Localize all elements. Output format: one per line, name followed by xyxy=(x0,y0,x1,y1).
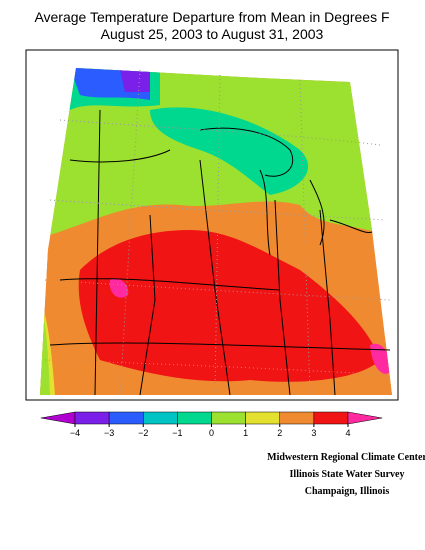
boundaries xyxy=(49,109,391,396)
legend-high-arrow xyxy=(347,411,383,425)
legend-tick-label: −1 xyxy=(172,428,182,438)
legend-bin xyxy=(143,411,178,425)
legend-tick-label: −4 xyxy=(70,428,80,438)
legend-bin xyxy=(245,411,280,425)
legend-bin xyxy=(279,411,315,425)
graticule xyxy=(44,69,393,396)
legend-bin xyxy=(74,411,110,425)
legend-tick-label: −3 xyxy=(104,428,114,438)
legend-bin xyxy=(313,411,349,425)
credit-line: Illinois State Water Survey xyxy=(290,469,405,480)
legend-bin xyxy=(211,411,246,425)
legend-tick-label: 2 xyxy=(277,428,282,438)
credit-line: Champaign, Illinois xyxy=(305,486,390,497)
legend-low-arrow xyxy=(40,411,76,425)
legend-bin xyxy=(177,411,212,425)
credit-line: Midwestern Regional Climate Center xyxy=(267,452,425,463)
legend-tick-label: 0 xyxy=(209,428,214,438)
title-line-2: August 25, 2003 to August 31, 2003 xyxy=(101,26,324,42)
legend-bin xyxy=(108,411,144,425)
legend-tick-label: −2 xyxy=(138,428,148,438)
temperature-field xyxy=(40,68,392,395)
color-legend: −4 −3 −2 −1 0 1 2 3 4 xyxy=(40,411,383,438)
legend-tick-label: 4 xyxy=(345,428,350,438)
legend-tick-label: 3 xyxy=(311,428,316,438)
map-frame xyxy=(25,49,399,401)
title-line-1: Average Temperature Departure from Mean … xyxy=(34,9,389,25)
legend-tick-label: 1 xyxy=(243,428,248,438)
